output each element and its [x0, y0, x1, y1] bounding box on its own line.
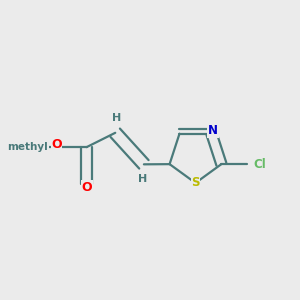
Text: H: H: [138, 174, 147, 184]
Text: N: N: [208, 124, 218, 137]
Text: O: O: [51, 138, 62, 151]
Text: Cl: Cl: [254, 158, 266, 171]
Text: O: O: [81, 181, 92, 194]
Text: H: H: [112, 113, 121, 123]
Text: methyl: methyl: [8, 142, 48, 152]
Text: S: S: [191, 176, 200, 190]
